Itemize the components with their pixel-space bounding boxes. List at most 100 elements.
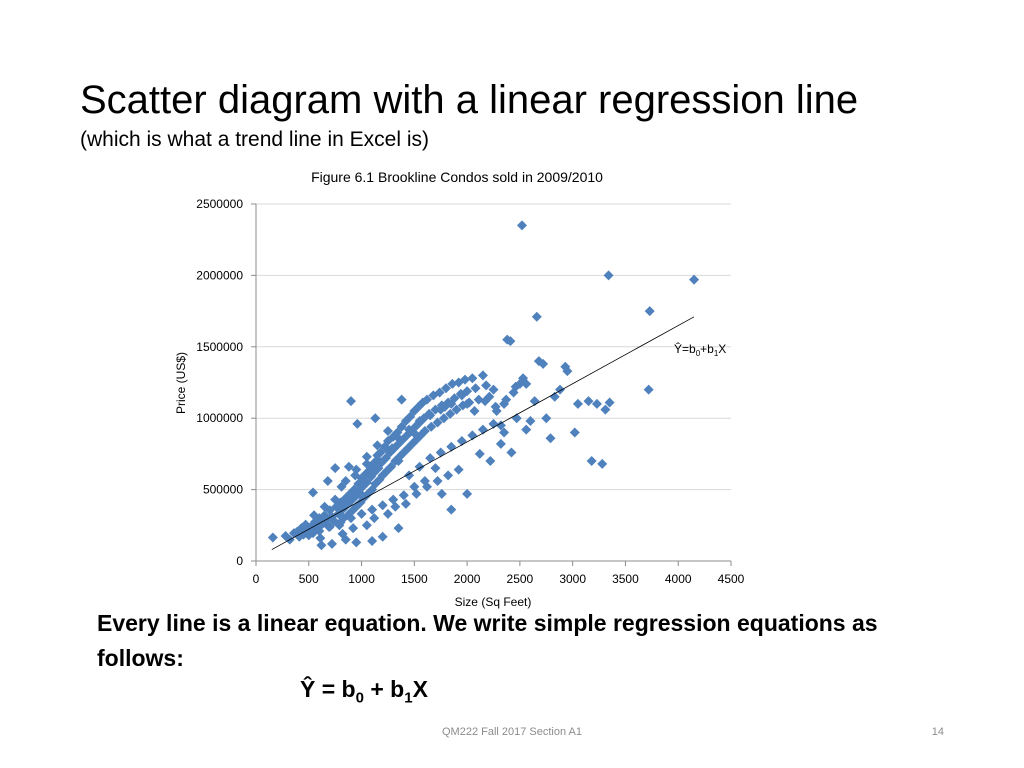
y-tick-label: 2500000 [196,197,243,211]
y-tick-label: 1500000 [196,340,243,354]
scatter-point [545,433,556,444]
scatter-chart: Figure 6.1 Brookline Condos sold in 2009… [174,169,745,609]
scatter-point [351,537,362,548]
regression-equation: Ŷ = b0 + b1X [300,676,428,707]
scatter-point [470,383,481,394]
scatter-point [346,513,356,524]
scatter-point [603,270,614,281]
gridlines [256,203,731,491]
scatter-point [430,463,441,474]
scatter-point [330,494,341,505]
chart-title: Figure 6.1 Brookline Condos sold in 2009… [311,169,603,185]
axes [251,203,732,566]
scatter-point [495,420,506,431]
scatter-point [510,381,521,392]
scatter-point [324,521,335,532]
scatter-point [356,508,367,519]
scatter-point [400,498,411,509]
scatter-point [390,501,401,512]
scatter-point [298,524,309,535]
scatter-point [351,464,362,475]
scatter-point [521,378,532,389]
scatter-point [445,408,456,419]
x-tick-label: 1500 [401,572,428,586]
scatter-point [430,404,441,415]
scatter-point [572,398,583,409]
scatter-point [314,526,325,537]
scatter-point [393,456,404,467]
scatter-point [643,384,654,395]
scatter-point [393,433,404,444]
scatter-point [477,370,488,381]
page-number: 14 [931,726,944,738]
scatter-point [308,487,318,498]
scatter-point [451,404,462,415]
scatter-point [419,426,430,437]
scatter-point [501,394,512,405]
scatter-point [462,398,473,409]
scatter-point [426,421,437,432]
x-tick-label: 500 [299,572,319,586]
scatter-point [456,390,467,401]
scatter-point [600,404,611,415]
scatter-point [490,401,501,412]
scatter-point [361,520,372,531]
x-tick-labels: 0 500 1000 1500 2000 2500 3000 3500 4000 4500 [253,572,745,586]
scatter-point [422,394,432,405]
regression-line [271,316,695,550]
scatter-point [398,490,409,501]
slide-subtitle: (which is what a trend line in Excel is) [80,128,429,151]
scatter-point [361,458,372,469]
scatter-point [446,398,457,409]
scatter-point [432,417,443,428]
scatter-point [335,517,346,528]
scatter-point [393,523,404,534]
scatter-point [495,438,506,449]
scatter-point [460,374,470,385]
scatter-point [411,488,422,499]
scatter-point [541,413,552,424]
scatter-point [377,500,388,511]
scatter-point [583,396,594,407]
scatter-point [327,538,337,549]
scatter-point [343,461,354,472]
scatter-point [382,426,393,437]
scatter-point [467,373,478,384]
scatter-point [309,510,320,521]
scatter-point [434,387,445,398]
y-tick-label: 2000000 [196,268,243,282]
scatter-point [303,530,314,541]
slide-title: Scatter diagram with a linear regression… [80,78,859,122]
y-tick-label: 1000000 [196,411,243,425]
scatter-point [481,380,492,391]
scatter-point [555,384,565,395]
scatter-point [382,444,393,455]
scatter-point [436,488,447,499]
scatter-point [521,424,532,435]
scatter-point [377,531,388,542]
x-tick-label: 1000 [348,572,375,586]
x-tick-label: 2500 [507,572,534,586]
scatter-point [382,508,393,519]
scatter-point [480,396,491,407]
scatter-point [352,418,363,429]
x-tick-label: 0 [253,572,260,586]
scatter-point [469,406,480,417]
scatter-point [644,306,655,317]
scatter-point [370,413,381,424]
scatter-point [388,494,399,505]
scatter-point [462,488,473,499]
scatter-point [422,481,432,492]
y-tick-labels: 0 500000 1000000 1500000 2000000 2500000 [196,197,243,568]
scatter-point [506,447,517,458]
scatter-point [538,358,549,369]
scatter-point [689,274,700,285]
footer-text: QM222 Fall 2017 Section A1 [441,726,583,738]
scatter-point [531,311,542,322]
scatter-point [505,336,516,347]
scatter-points [267,220,700,551]
scatter-point [367,536,378,547]
scatter-point [319,501,330,512]
scatter-point [425,410,436,421]
scatter-point [432,476,443,487]
